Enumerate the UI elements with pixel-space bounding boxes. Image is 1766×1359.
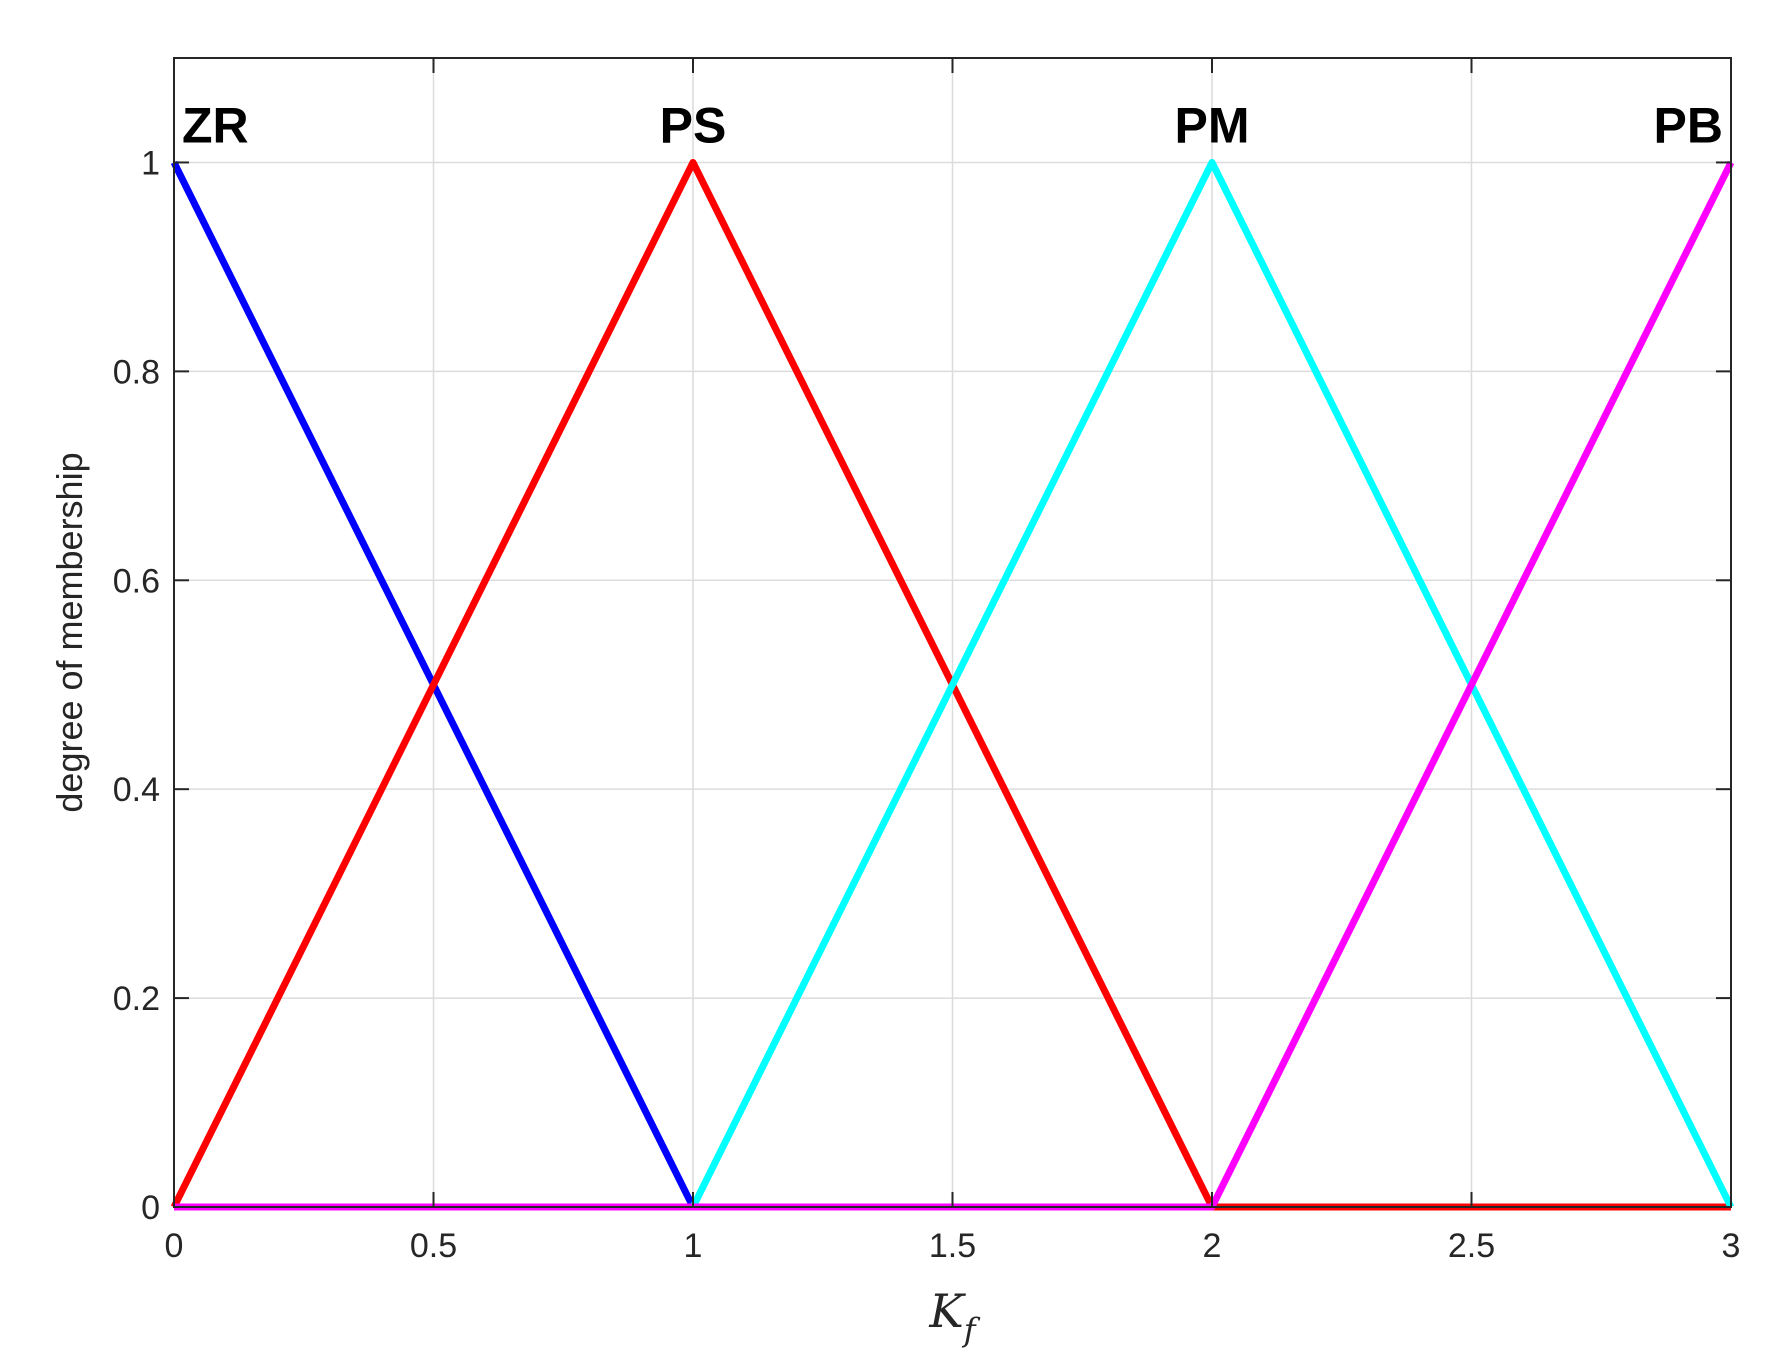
annotation-pb: PB (1654, 97, 1723, 153)
grid-lines (173, 58, 1732, 1208)
y-tick-label-5: 1 (141, 144, 160, 182)
annotation-pm: PM (1175, 97, 1250, 153)
y-axis-label: degree of membership (49, 452, 90, 812)
y-tick-label-3: 0.6 (113, 562, 160, 600)
y-tick-label-4: 0.8 (113, 353, 160, 391)
annotations: ZR PS PM PB (182, 97, 1723, 153)
x-axis-label-main: K (928, 1284, 966, 1338)
tick-marks (173, 58, 1732, 1208)
x-tick-label-4: 2 (1203, 1227, 1222, 1265)
y-tick-labels: 0 0.2 0.4 0.6 0.8 1 (113, 144, 160, 1227)
x-tick-label-6: 3 (1722, 1227, 1741, 1265)
x-tick-label-0: 0 (165, 1227, 184, 1265)
y-tick-label-2: 0.4 (113, 771, 160, 809)
annotation-ps: PS (660, 97, 727, 153)
x-tick-label-1: 0.5 (410, 1227, 457, 1265)
x-tick-label-2: 1 (684, 1227, 703, 1265)
x-tick-label-5: 2.5 (1448, 1227, 1495, 1265)
y-tick-label-0: 0 (141, 1189, 160, 1227)
y-tick-label-1: 0.2 (113, 980, 160, 1018)
annotation-zr: ZR (182, 97, 249, 153)
x-tick-label-3: 1.5 (929, 1227, 976, 1265)
x-tick-labels: 0 0.5 1 1.5 2 2.5 3 (165, 1227, 1741, 1265)
